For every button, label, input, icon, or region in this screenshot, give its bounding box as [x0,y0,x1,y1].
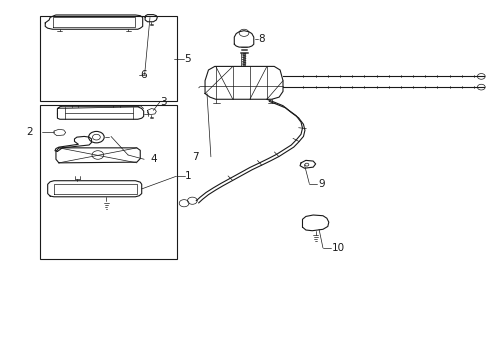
Text: 5: 5 [184,54,191,64]
Bar [40,16,177,102]
Text: 9: 9 [318,179,325,189]
Text: 2: 2 [26,127,32,137]
Text: 3: 3 [160,97,167,107]
Text: 7: 7 [193,152,199,162]
Text: 6: 6 [140,69,147,80]
Text: 8: 8 [259,34,265,44]
Text: 4: 4 [150,154,157,164]
Bar [40,105,177,258]
Text: 1: 1 [185,171,192,181]
Text: 10: 10 [332,243,345,253]
